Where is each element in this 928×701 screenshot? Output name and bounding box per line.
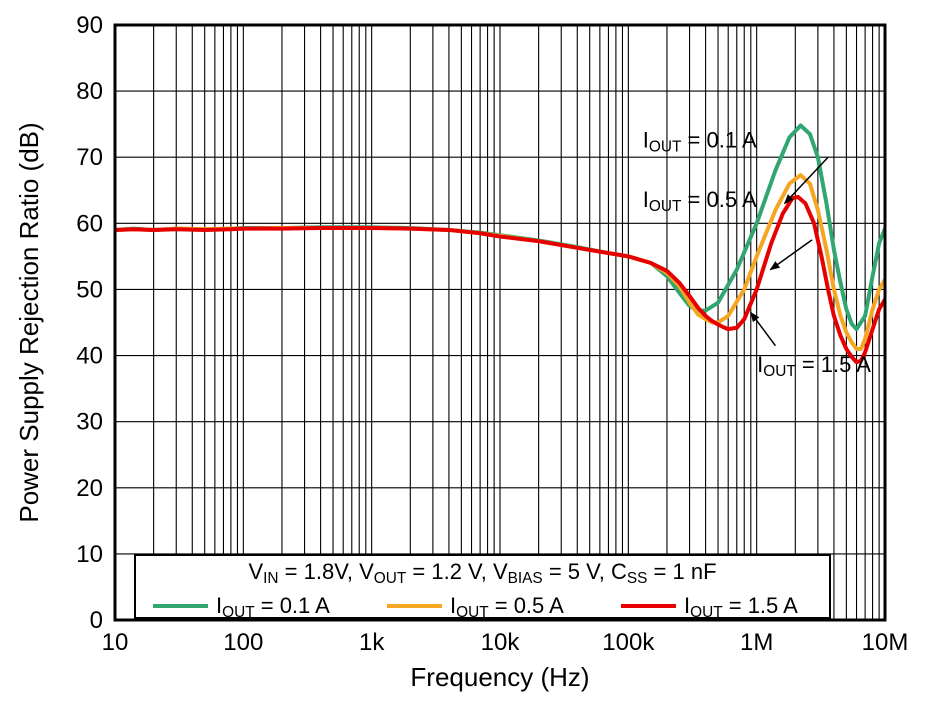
y-tick-label: 70 bbox=[76, 144, 103, 171]
x-tick-label: 10k bbox=[481, 629, 521, 656]
chart-svg: VIN = 1.8V, VOUT = 1.2 V, VBIAS = 5 V, C… bbox=[0, 0, 928, 701]
x-tick-label: 10 bbox=[102, 629, 129, 656]
x-axis-label: Frequency (Hz) bbox=[410, 662, 589, 692]
x-tick-label: 1k bbox=[359, 629, 385, 656]
y-axis-label: Power Supply Rejection Ratio (dB) bbox=[14, 122, 44, 522]
y-tick-label: 90 bbox=[76, 12, 103, 39]
y-tick-label: 10 bbox=[76, 541, 103, 568]
y-tick-label: 20 bbox=[76, 475, 103, 502]
y-tick-label: 40 bbox=[76, 343, 103, 370]
y-tick-label: 30 bbox=[76, 409, 103, 436]
y-tick-label: 80 bbox=[76, 78, 103, 105]
x-tick-label: 10M bbox=[862, 629, 909, 656]
psrr-chart: VIN = 1.8V, VOUT = 1.2 V, VBIAS = 5 V, C… bbox=[0, 0, 928, 701]
x-tick-label: 1M bbox=[740, 629, 773, 656]
y-tick-label: 0 bbox=[90, 607, 103, 634]
y-tick-label: 60 bbox=[76, 210, 103, 237]
x-tick-label: 100 bbox=[223, 629, 263, 656]
y-tick-label: 50 bbox=[76, 276, 103, 303]
x-tick-label: 100k bbox=[602, 629, 655, 656]
